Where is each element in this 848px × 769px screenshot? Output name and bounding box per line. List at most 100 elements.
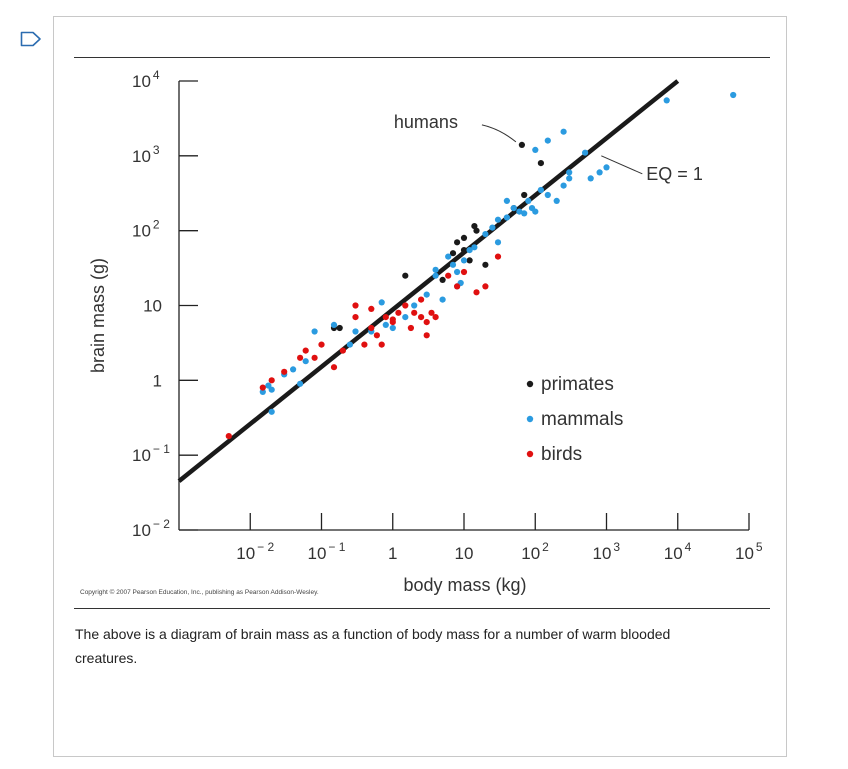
primates-point	[521, 191, 528, 199]
birds-point	[302, 347, 309, 354]
birds-point	[494, 253, 502, 260]
mammals-point	[553, 197, 560, 204]
x-tick-label: 10 2	[521, 540, 549, 563]
mammals-point	[537, 186, 544, 194]
birds-point	[373, 332, 380, 339]
mammals-point	[510, 205, 517, 212]
mammals-legend-marker	[526, 415, 534, 423]
mammals-point	[454, 268, 461, 276]
x-tick-label: 10	[455, 544, 474, 563]
mammals-point	[378, 299, 385, 306]
question-card: 10 4 10 3 10 2 10 1 10− 1 10− 2 brain mass (g) 10−…	[53, 16, 787, 757]
birds-point	[382, 314, 389, 321]
eq-annotation: EQ = 1	[646, 164, 703, 184]
mammals-point	[516, 208, 523, 215]
primates-point	[336, 324, 343, 332]
brain-body-mass-figure: 10 4 10 3 10 2 10 1 10− 1 10− 2 brain mass (g) 10−…	[74, 57, 770, 609]
birds-point	[259, 384, 266, 391]
primates-point	[460, 247, 468, 254]
birds-point	[389, 316, 396, 323]
mammals-point	[268, 408, 275, 415]
x-tick-label: 10 5	[735, 540, 763, 563]
mammals-point	[268, 386, 275, 393]
mammals-point	[471, 244, 478, 251]
primates-point	[518, 141, 525, 148]
birds-point	[445, 272, 452, 279]
mammals-point	[259, 388, 266, 395]
birds-point	[423, 319, 430, 326]
y-tick-label: 10 4	[132, 68, 160, 91]
birds-point	[352, 302, 359, 309]
y-tick-label: 10− 1	[132, 442, 170, 465]
birds-point	[418, 314, 425, 321]
birds-point	[482, 283, 489, 290]
eq-leader-line	[601, 155, 643, 175]
mammals-point	[503, 197, 510, 204]
mammals-point	[346, 341, 353, 348]
mammals-point	[532, 208, 539, 215]
primates-point	[402, 272, 409, 279]
mammals-point	[730, 91, 737, 99]
y-tick-label: 10 2	[132, 218, 160, 241]
mammals-point	[503, 214, 510, 221]
primates-point	[466, 257, 473, 264]
mammals-point	[566, 169, 573, 176]
mammals-point	[596, 169, 603, 176]
eq-reference-line	[177, 79, 680, 483]
x-tick-label: 10 4	[664, 540, 692, 563]
birds-point	[297, 354, 304, 361]
birds-legend-marker	[526, 450, 534, 458]
x-axis-label: body mass (kg)	[403, 575, 526, 595]
mammals-point	[389, 324, 396, 332]
birds-point	[318, 341, 325, 348]
birds-point	[407, 324, 414, 332]
birds-point	[268, 377, 275, 384]
flag-icon[interactable]	[20, 31, 42, 47]
mammals-point	[587, 175, 594, 182]
humans-annotation: humans	[394, 112, 458, 132]
humans-leader-line	[481, 124, 517, 143]
mammals-point	[582, 149, 589, 156]
mammals-point	[330, 321, 338, 328]
birds-point	[428, 309, 435, 316]
primates-point	[449, 250, 457, 257]
birds-point	[281, 368, 288, 375]
y-tick-label: 1	[153, 371, 162, 390]
birds-point	[460, 268, 468, 276]
mammals-point	[460, 257, 468, 264]
primates-point	[473, 227, 480, 234]
birds-point	[352, 314, 359, 321]
primates-point	[439, 276, 446, 283]
mammals-point	[525, 197, 532, 204]
mammals-point	[432, 272, 439, 279]
mammals-point	[445, 253, 452, 260]
birds-point	[368, 305, 375, 312]
mammals-point	[297, 380, 304, 387]
mammals-point	[382, 321, 389, 328]
mammals-point	[489, 224, 496, 231]
mammals-point	[439, 296, 446, 303]
mammals-legend-label: mammals	[541, 409, 623, 430]
copyright-notice: Copyright © 2007 Pearson Education, Inc.…	[80, 589, 319, 596]
primates-legend-label: primates	[541, 374, 614, 395]
x-tick-label: 10− 2	[236, 540, 274, 563]
mammals-point	[663, 97, 670, 104]
x-tick-label: 10 3	[593, 540, 621, 563]
x-tick-label: 1	[388, 544, 397, 563]
birds-point	[418, 296, 425, 303]
birds-point	[395, 309, 402, 316]
birds-point	[339, 347, 346, 354]
mammals-point	[494, 239, 502, 246]
birds-point	[411, 309, 418, 316]
primates-point	[537, 160, 544, 167]
y-tick-label: 10 3	[132, 143, 160, 166]
mammals-point	[566, 175, 573, 182]
birds-point	[361, 341, 368, 348]
question-caption: The above is a diagram of brain mass as …	[75, 626, 671, 666]
mammals-point	[402, 314, 409, 321]
mammals-point	[521, 210, 528, 217]
birds-legend-label: birds	[541, 444, 582, 465]
primates-point	[454, 239, 461, 246]
mammals-point	[466, 247, 473, 254]
mammals-point	[494, 216, 502, 223]
